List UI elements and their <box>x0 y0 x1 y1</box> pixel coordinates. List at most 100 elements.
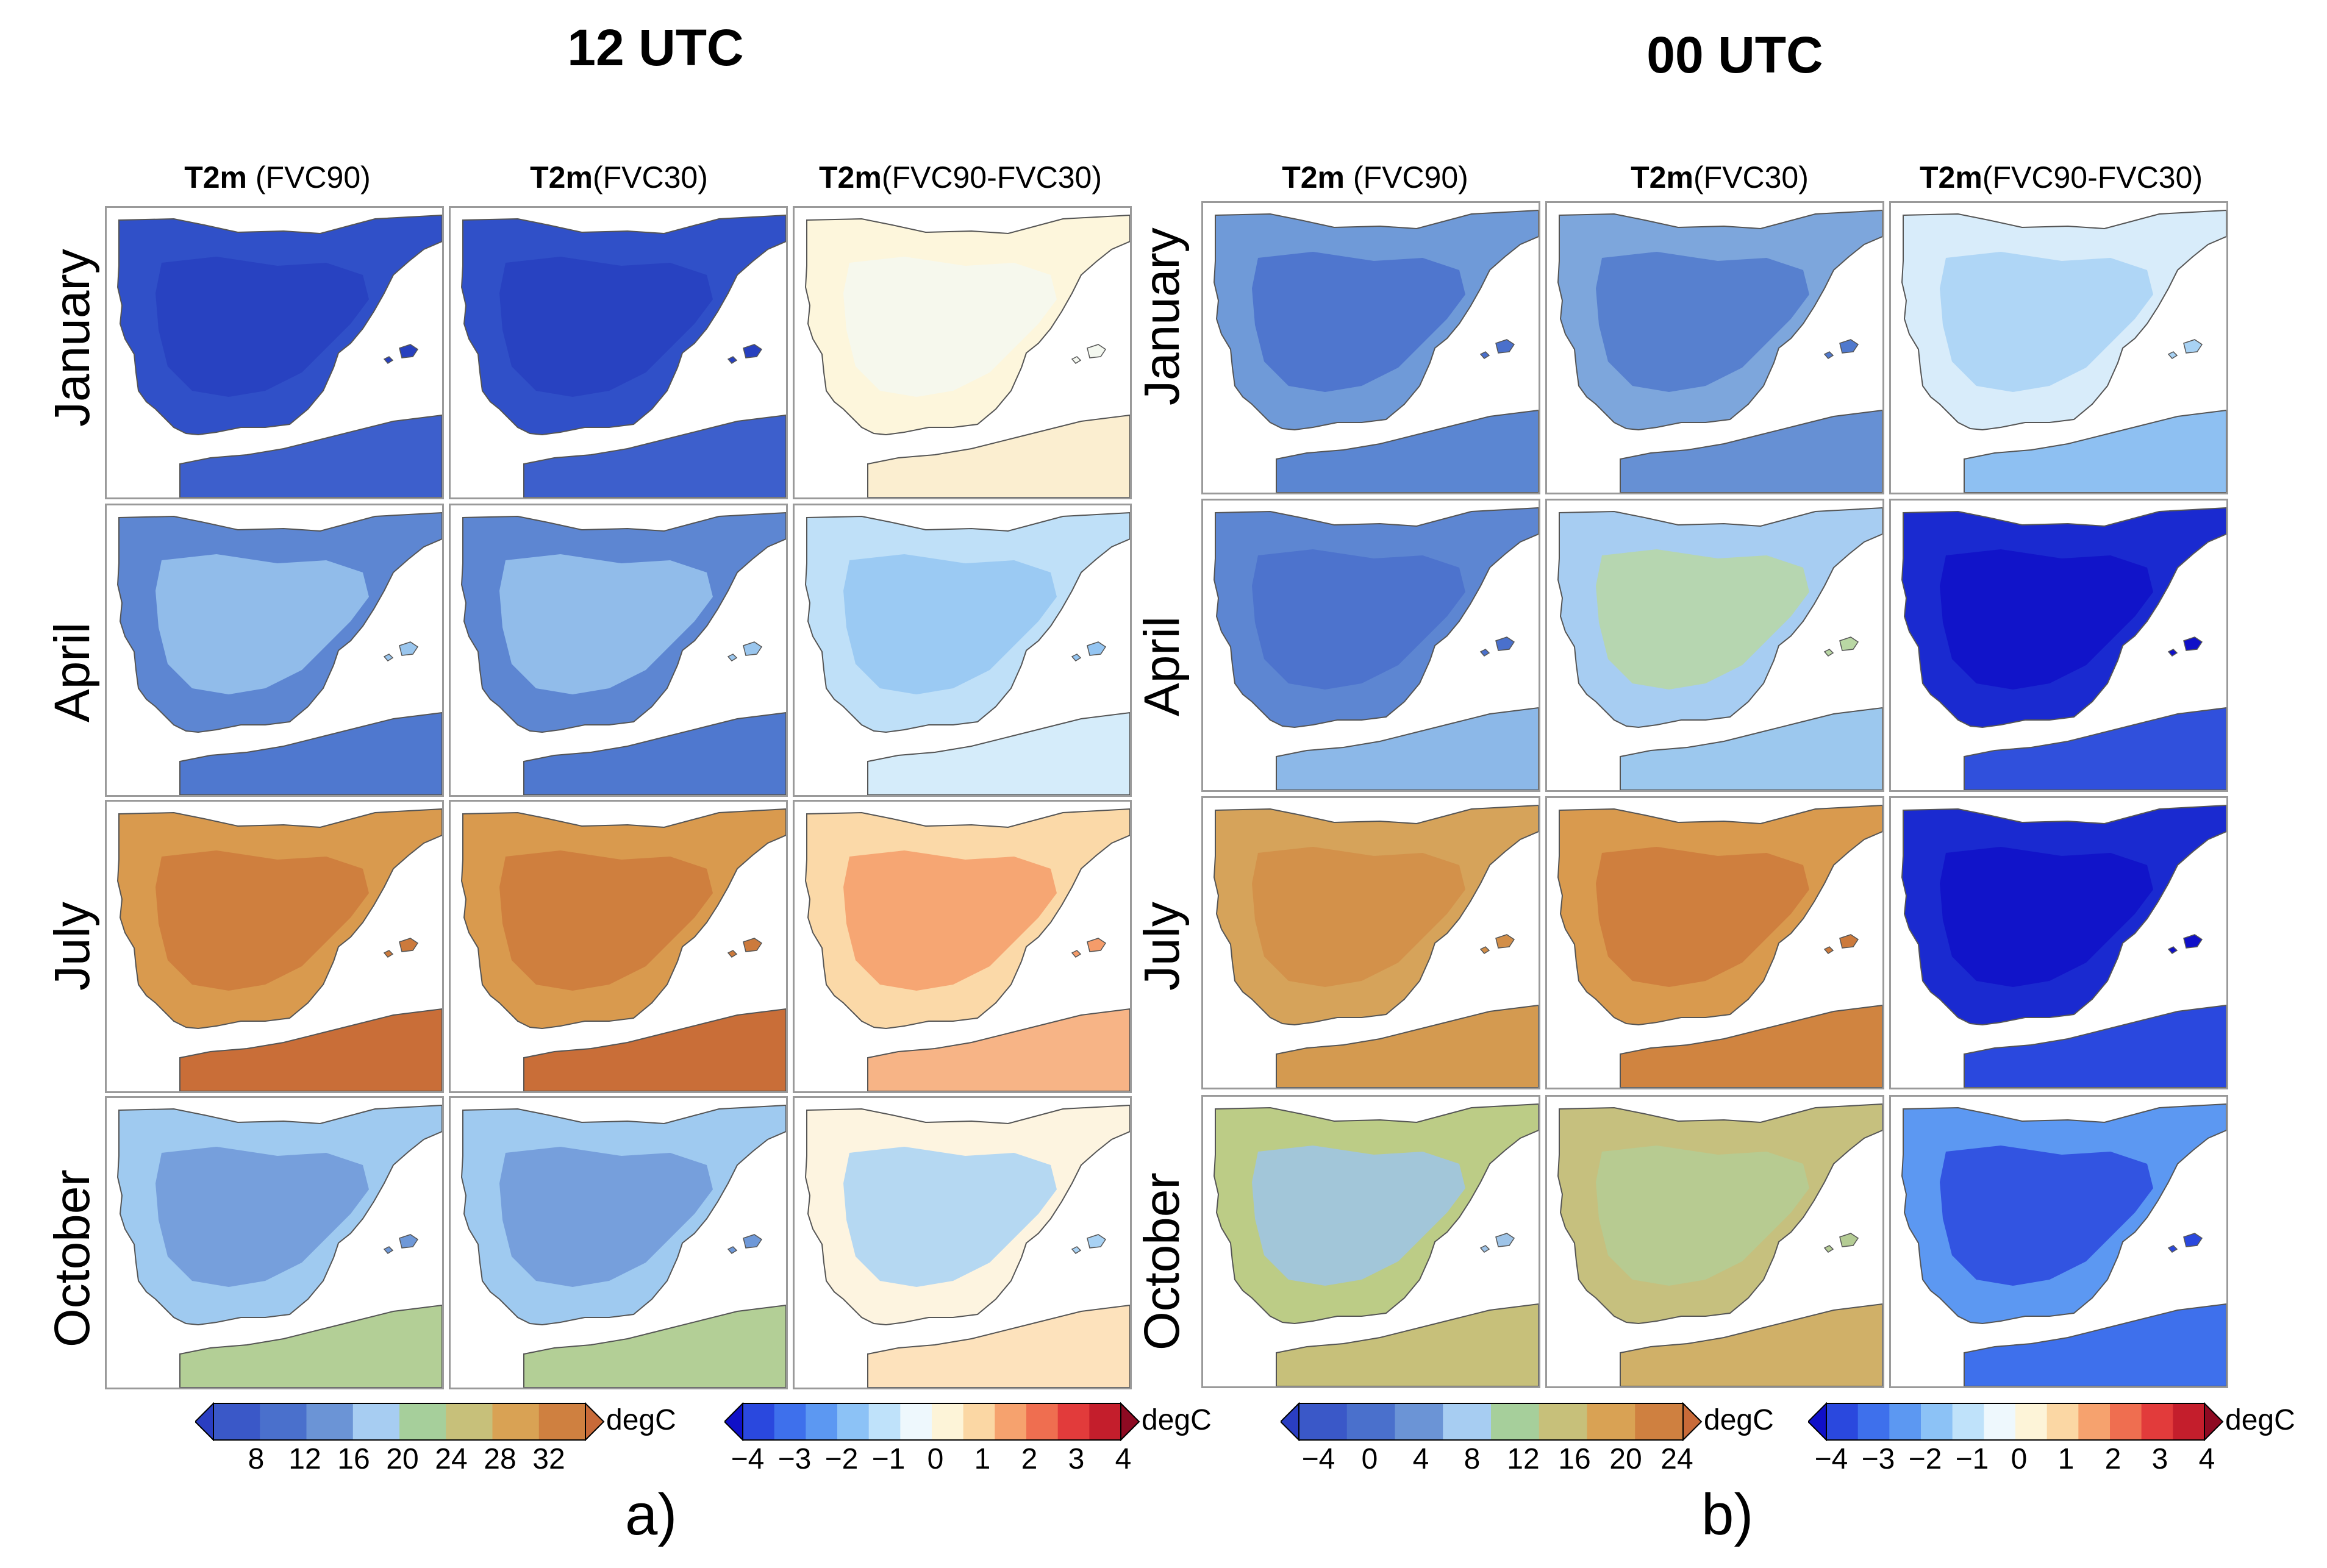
colorbar-tick-label: 12 <box>1507 1443 1540 1475</box>
colorbar-segment <box>868 1403 901 1440</box>
iberia-interior <box>499 850 713 991</box>
colorbar-tick-label: 8 <box>248 1443 265 1475</box>
colorbar-min-arrow <box>1281 1402 1299 1441</box>
colorbar-segment <box>1089 1403 1121 1440</box>
north-africa-land <box>1276 409 1539 493</box>
colorbar-segment <box>1921 1403 1953 1440</box>
balearic-islands <box>2167 1233 2203 1253</box>
colorbar-unit-label: degC <box>1142 1404 1212 1436</box>
map-figure <box>116 808 442 1091</box>
iberia-interior <box>155 1147 369 1287</box>
map-b-october-col1 <box>1201 1095 1540 1388</box>
north-africa-land <box>523 1008 786 1091</box>
colorbar-tick-label: 2 <box>2104 1443 2121 1475</box>
iberia-interior <box>499 554 713 694</box>
north-africa-land <box>1276 1303 1539 1386</box>
colorbar-segment <box>995 1403 1027 1440</box>
map-b-january-col3 <box>1889 201 2228 494</box>
colorbar-tick-label: 4 <box>1412 1443 1429 1475</box>
panel-b-row-label-july: July <box>1134 902 1190 991</box>
colorbar-segment <box>1952 1403 1984 1440</box>
map-figure <box>804 1104 1130 1388</box>
colorbar-segment <box>963 1403 995 1440</box>
colorbar-tick-label: 32 <box>532 1443 565 1475</box>
colorbar-segment <box>306 1403 354 1440</box>
panel-a-title: 12 UTC <box>567 19 744 76</box>
map-figure <box>1213 507 1539 790</box>
iberia-interior <box>1252 549 1465 690</box>
balearic-islands <box>2167 636 2203 657</box>
colorbar-outline <box>1298 1403 1684 1441</box>
map-b-april-col3 <box>1889 499 2228 792</box>
map-a-january-col3 <box>793 206 1132 499</box>
colorbar-segment <box>743 1403 775 1440</box>
colorbar-tick-label: 4 <box>1115 1443 1132 1475</box>
balearic-islands <box>383 938 419 958</box>
panel-a-col-3-header: T2m(FVC90-FVC30) <box>819 160 1102 194</box>
map-a-july-col2 <box>449 800 788 1093</box>
map-b-january-col1 <box>1201 201 1540 494</box>
balearic-islands <box>1071 344 1107 364</box>
iberia-interior <box>1596 847 1809 987</box>
colorbar-tick-label: 8 <box>1464 1443 1481 1475</box>
panel-b-col-1-header: T2m (FVC90) <box>1282 160 1468 194</box>
map-figure <box>460 1104 786 1388</box>
map-figure <box>460 511 786 795</box>
colorbar-segment <box>260 1403 307 1440</box>
colorbar-segment <box>1443 1403 1492 1440</box>
map-a-october-col3 <box>793 1096 1132 1389</box>
north-africa-land <box>867 414 1130 497</box>
north-africa-land <box>523 414 786 497</box>
colorbar-unit-label: degC <box>2225 1404 2295 1436</box>
colorbar-tick-label: 0 <box>2011 1443 2028 1475</box>
colorbar-segment <box>446 1403 493 1440</box>
colorbar-segment <box>1491 1403 1540 1440</box>
colorbar-tick-label: 1 <box>2057 1443 2075 1475</box>
map-figure <box>1901 804 2226 1088</box>
balearic-islands <box>1479 636 1515 657</box>
colorbar-tick-label: 12 <box>288 1443 321 1475</box>
north-africa-land <box>1964 409 2226 493</box>
iberia-interior <box>155 554 369 694</box>
iberia-interior <box>1252 847 1465 987</box>
map-b-july-col1 <box>1201 796 1540 1089</box>
colorbar-segment <box>1635 1403 1684 1440</box>
colorbar-tick-label: 4 <box>2198 1443 2215 1475</box>
colorbar-segment <box>932 1403 964 1440</box>
colorbar-tick-label: −3 <box>777 1443 812 1475</box>
panel-b-col-2-header: T2m(FVC30) <box>1631 160 1809 194</box>
balearic-islands <box>2167 339 2203 359</box>
colorbar-3 <box>1281 1402 1703 1441</box>
map-figure <box>1557 804 1882 1088</box>
map-b-october-col3 <box>1889 1095 2228 1388</box>
iberia-interior <box>1252 1146 1465 1286</box>
colorbar-4 <box>1808 1402 2224 1441</box>
balearic-islands <box>727 641 763 661</box>
balearic-islands <box>727 344 763 364</box>
map-b-july-col2 <box>1545 796 1884 1089</box>
iberia-interior <box>1252 252 1465 392</box>
colorbar-segment <box>352 1403 400 1440</box>
balearic-islands <box>383 641 419 661</box>
colorbar-segment <box>2046 1403 2079 1440</box>
colorbar-segment <box>1889 1403 1921 1440</box>
colorbar-tick-label: −3 <box>1861 1443 1895 1475</box>
panel-b-row-label-january: January <box>1134 227 1190 405</box>
map-figure <box>1901 507 2226 790</box>
north-africa-land <box>1620 707 1882 790</box>
colorbar-tick-label: 1 <box>974 1443 991 1475</box>
colorbar-max-arrow <box>1682 1402 1703 1441</box>
balearic-islands <box>1071 1234 1107 1254</box>
north-africa-land <box>1620 409 1882 493</box>
map-a-october-col1 <box>105 1096 444 1389</box>
colorbar-segment <box>1395 1403 1443 1440</box>
colorbar-segment <box>2078 1403 2111 1440</box>
colorbar-outline <box>213 1403 586 1441</box>
colorbar-tick-label: −4 <box>1814 1443 1848 1475</box>
balearic-islands <box>1823 934 1859 954</box>
map-figure <box>1557 507 1882 790</box>
north-africa-land <box>1620 1004 1882 1088</box>
colorbar-tick-label: 3 <box>1068 1443 1085 1475</box>
panel-a-col-2-header: T2m(FVC30) <box>530 160 708 194</box>
colorbar-tick-label: 24 <box>435 1443 468 1475</box>
